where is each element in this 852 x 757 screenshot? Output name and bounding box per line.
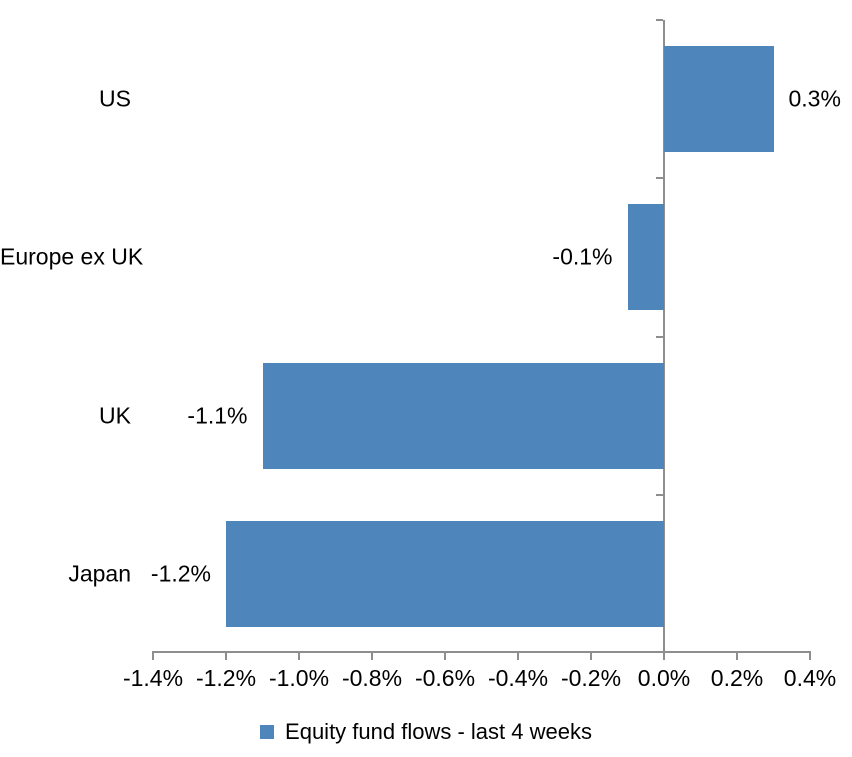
x-axis-tick-label-0-2: 0.2% — [710, 665, 764, 691]
x-axis-tick-1-2 — [225, 653, 227, 660]
data-label-europe-ex-uk: -0.1% — [552, 243, 613, 270]
category-boundary-tick-3 — [656, 493, 663, 496]
data-label-us: 0.3% — [788, 85, 841, 112]
x-axis-tick-label-1-2: -1.2% — [195, 665, 257, 691]
category-label-uk: UK — [99, 402, 131, 429]
bar-us — [664, 46, 774, 153]
legend: Equity fund flows - last 4 weeks — [0, 719, 852, 745]
x-axis-tick-label-0-2: -0.2% — [560, 665, 622, 691]
x-axis-tick-0-4 — [809, 653, 811, 660]
x-axis-tick-0-2 — [590, 653, 592, 660]
x-axis-tick-label-0-4: -0.4% — [487, 665, 549, 691]
x-axis-tick-0-2 — [736, 653, 738, 660]
category-label-us: US — [99, 85, 131, 112]
category-label-japan: Japan — [68, 560, 131, 587]
x-axis-line — [152, 651, 811, 653]
x-axis-tick-label-0-6: -0.6% — [414, 665, 476, 691]
bar-uk — [262, 362, 664, 469]
category-boundary-tick-2 — [656, 335, 663, 338]
bar-japan — [226, 520, 664, 627]
data-label-japan: -1.2% — [150, 560, 211, 587]
x-axis-tick-0-4 — [517, 653, 519, 660]
x-axis-tick-label-1-4: -1.4% — [122, 665, 184, 691]
x-axis-tick-0-6 — [444, 653, 446, 660]
legend-series-label: Equity fund flows - last 4 weeks — [285, 719, 592, 744]
x-axis-tick-1-4 — [152, 653, 154, 660]
zero-baseline — [663, 20, 665, 660]
x-axis-tick-1-0 — [298, 653, 300, 660]
category-boundary-tick-1 — [656, 177, 663, 180]
x-axis-tick-0-8 — [371, 653, 373, 660]
x-axis-tick-label-1-0: -1.0% — [268, 665, 330, 691]
category-boundary-tick-0 — [656, 19, 663, 21]
data-label-uk: -1.1% — [187, 402, 248, 429]
legend-series-marker — [260, 725, 275, 739]
x-axis-tick-label-0-4: 0.4% — [783, 665, 837, 691]
bar-europe-ex-uk — [627, 204, 664, 311]
x-axis-tick-label-0-0: 0.0% — [637, 665, 691, 691]
category-label-europe-ex-uk: Europe ex UK — [0, 243, 144, 270]
x-axis-tick-label-0-8: -0.8% — [341, 665, 403, 691]
